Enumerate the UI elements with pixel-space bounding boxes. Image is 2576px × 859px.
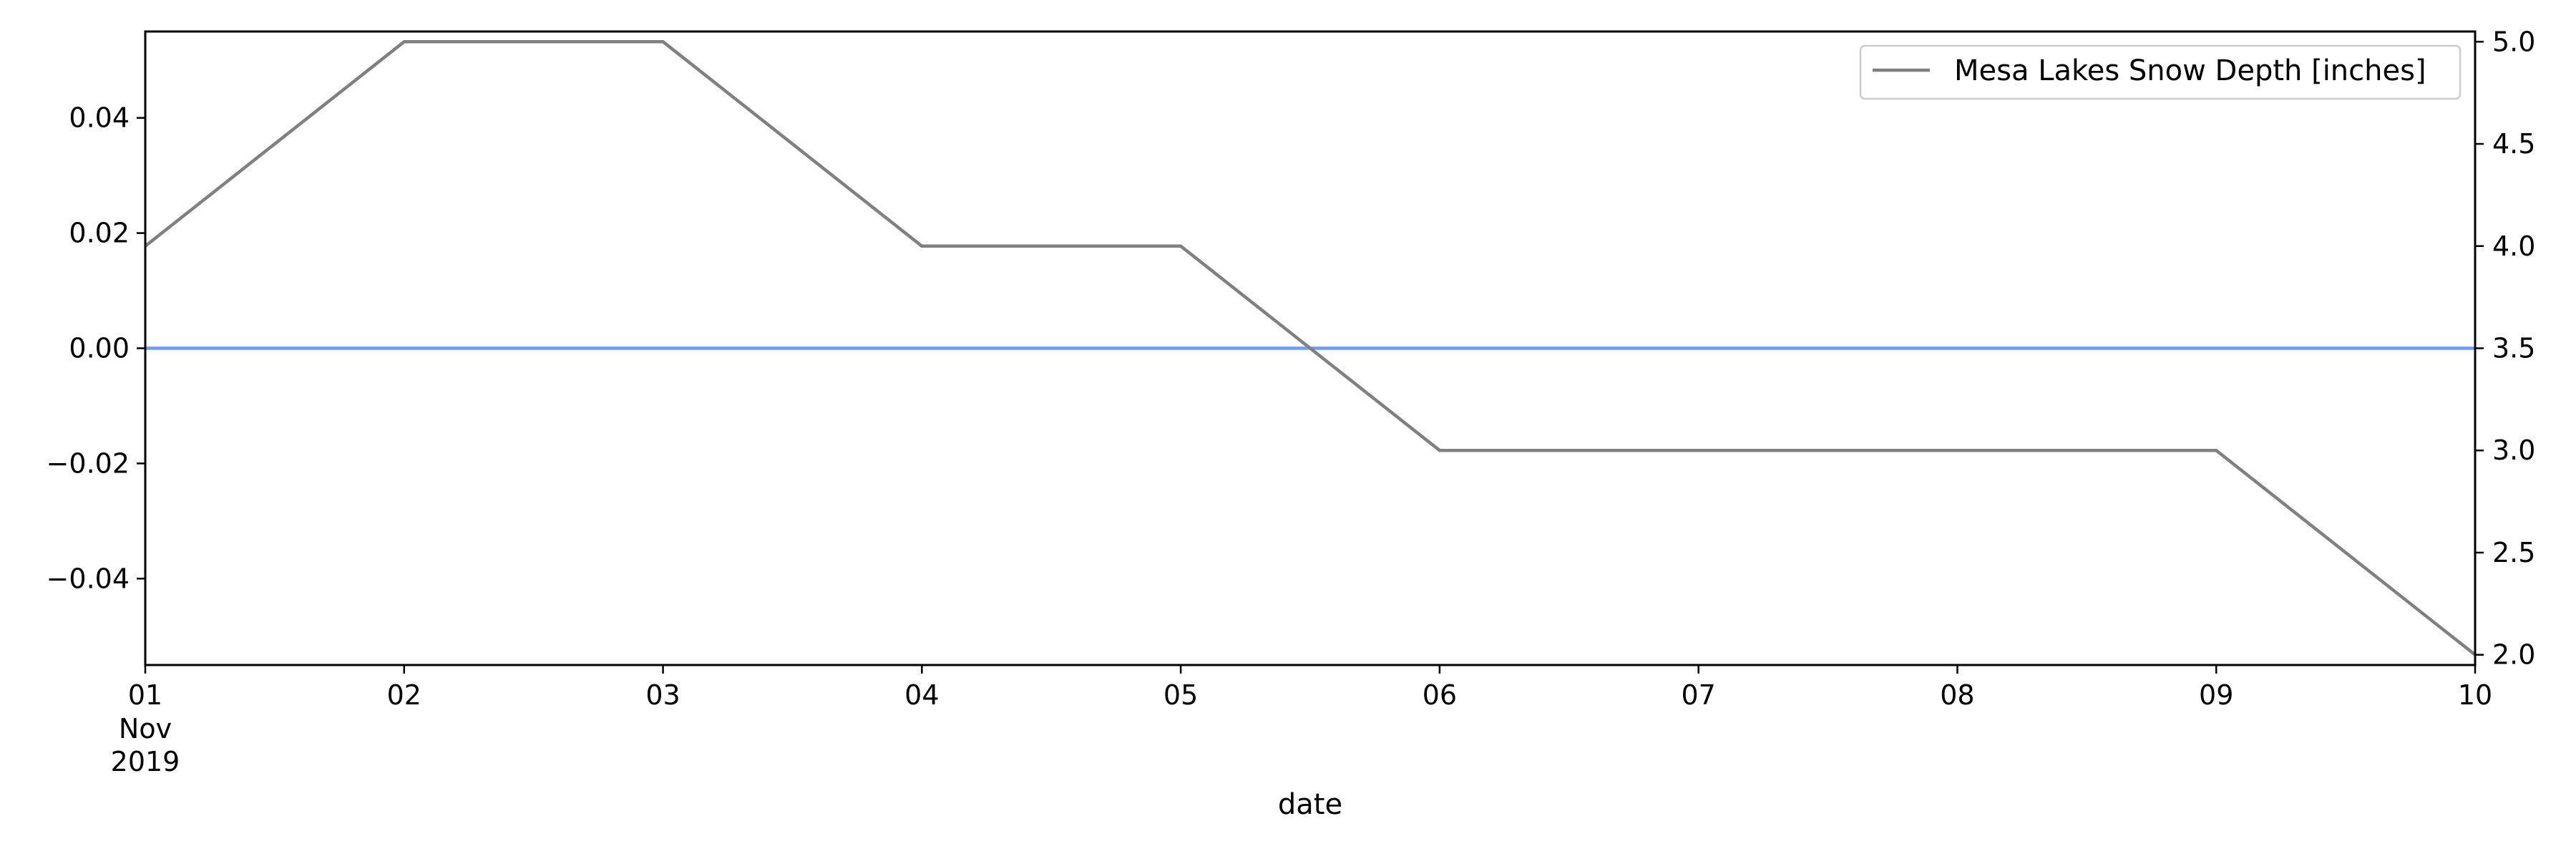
x-tick-label: 07 xyxy=(1681,679,1715,711)
right-y-tick-label: 5.0 xyxy=(2492,26,2535,57)
x-tick-label: 01 xyxy=(128,679,162,711)
snow-depth-line xyxy=(144,40,2477,656)
right-y-tick-label: 2.5 xyxy=(2492,537,2535,568)
x-tick-label: 08 xyxy=(1940,679,1974,711)
right-y-axis: 2.0 2.5 3.0 3.5 4.0 4.5 5.0 xyxy=(2475,26,2535,671)
left-y-axis: −0.04 −0.02 0.00 0.02 0.04 xyxy=(47,102,145,594)
left-y-tick-label: 0.00 xyxy=(69,333,130,364)
legend-box xyxy=(1859,44,2462,100)
left-y-tick-label: 0.02 xyxy=(69,218,130,249)
x-tick-label: 09 xyxy=(2199,679,2233,711)
x-tick-label: 05 xyxy=(1163,679,1198,711)
left-y-tick-label: −0.04 xyxy=(47,563,130,594)
x-tick-label: 06 xyxy=(1423,679,1457,711)
x-tick-label: 04 xyxy=(904,679,939,711)
left-y-tick-label: −0.02 xyxy=(47,447,130,479)
legend-label: Mesa Lakes Snow Depth [inches] xyxy=(1954,54,2426,87)
x-tick-sublabel: 2019 xyxy=(111,746,180,777)
right-y-tick-label: 4.0 xyxy=(2492,230,2535,262)
x-tick-label: 02 xyxy=(387,679,421,711)
right-y-tick-label: 2.0 xyxy=(2492,639,2535,671)
series-layer xyxy=(144,40,2477,656)
right-y-tick-label: 3.0 xyxy=(2492,435,2535,466)
legend: Mesa Lakes Snow Depth [inches] xyxy=(1859,44,2462,100)
x-tick-label: 10 xyxy=(2458,679,2492,711)
x-tick-sublabel: Nov xyxy=(119,713,172,744)
left-y-tick-label: 0.04 xyxy=(69,102,130,134)
right-y-tick-label: 3.5 xyxy=(2492,333,2535,364)
x-axis-title: date xyxy=(1278,788,1342,821)
x-tick-label: 03 xyxy=(645,679,680,711)
right-y-tick-label: 4.5 xyxy=(2492,128,2535,160)
